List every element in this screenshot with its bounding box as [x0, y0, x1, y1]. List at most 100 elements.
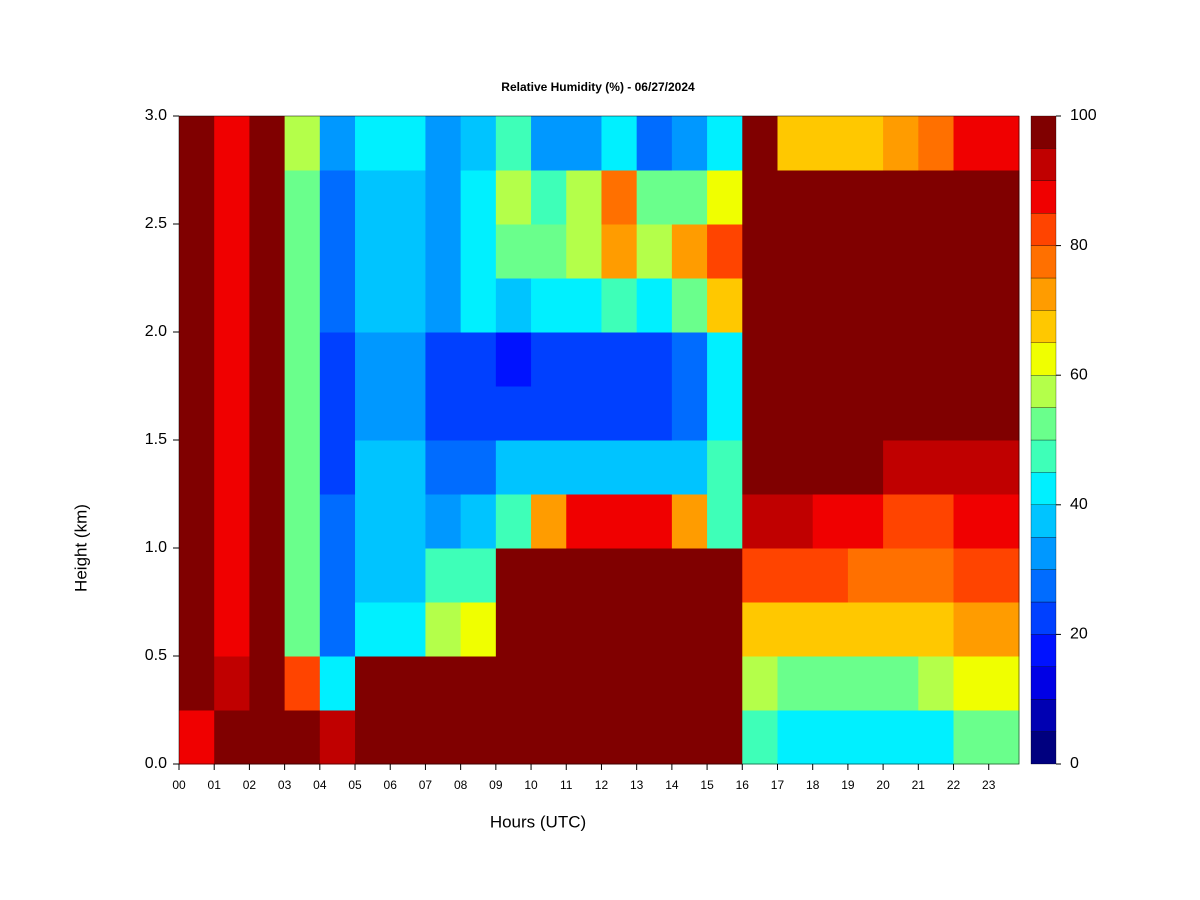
- heatmap-cell: [249, 170, 286, 225]
- heatmap-cell: [707, 710, 743, 765]
- heatmap-cell: [179, 332, 215, 387]
- heatmap-cell: [707, 602, 743, 657]
- heatmap-cell: [284, 602, 321, 657]
- heatmap-cell: [988, 602, 1020, 657]
- y-tick-label: 1.5: [145, 431, 167, 448]
- heatmap-cell: [390, 278, 426, 333]
- heatmap-cell: [179, 116, 215, 171]
- heatmap-cell: [953, 548, 990, 603]
- heatmap-cell: [847, 332, 884, 387]
- heatmap-cell: [671, 386, 708, 441]
- heatmap-cell: [847, 494, 884, 549]
- heatmap-cell: [319, 548, 356, 603]
- heatmap-cell: [988, 332, 1020, 387]
- heatmap-cell: [284, 116, 321, 171]
- heatmap-cell: [601, 602, 638, 657]
- heatmap-cell: [319, 386, 356, 441]
- heatmap-cell: [319, 710, 356, 765]
- heatmap-cell: [531, 116, 567, 171]
- heatmap-cell: [671, 440, 708, 495]
- heatmap-cell: [918, 440, 955, 495]
- heatmap-cell: [742, 494, 778, 549]
- heatmap-cell: [249, 656, 286, 711]
- heatmap-cell: [179, 710, 215, 765]
- colorbar-band: [1030, 115, 1057, 149]
- heatmap-cell: [179, 602, 215, 657]
- heatmap-cell: [495, 548, 532, 603]
- heatmap-cell: [988, 710, 1020, 765]
- heatmap-cell: [847, 116, 884, 171]
- heatmap-cell: [319, 170, 356, 225]
- colorbar-band: [1030, 342, 1057, 376]
- heatmap-cell: [707, 170, 743, 225]
- heatmap-cell: [249, 602, 286, 657]
- colorbar-band: [1030, 699, 1057, 732]
- colorbar-band: [1030, 504, 1057, 538]
- x-tick-label: 16: [736, 778, 750, 792]
- heatmap-cell: [883, 332, 919, 387]
- heatmap-cell: [918, 710, 955, 765]
- heatmap-cell: [601, 656, 638, 711]
- heatmap-cell: [460, 332, 497, 387]
- heatmap-cell: [355, 710, 391, 765]
- heatmap-cell: [566, 548, 602, 603]
- heatmap-cell: [284, 170, 321, 225]
- heatmap-cell: [918, 494, 955, 549]
- x-tick-label: 09: [489, 778, 503, 792]
- heatmap-cell: [707, 224, 743, 279]
- heatmap-cell: [742, 602, 778, 657]
- heatmap-cell: [460, 440, 497, 495]
- heatmap-cell: [883, 224, 919, 279]
- heatmap-cell: [601, 548, 638, 603]
- heatmap-cell: [214, 224, 250, 279]
- x-tick-label: 14: [665, 778, 679, 792]
- heatmap-cell: [531, 656, 567, 711]
- heatmap-cell: [812, 710, 849, 765]
- heatmap-cell: [847, 386, 884, 441]
- colorbar-band: [1030, 569, 1057, 603]
- heatmap-cell: [495, 278, 532, 333]
- heatmap-cell: [249, 710, 286, 765]
- y-tick-label: 2.0: [145, 323, 167, 340]
- heatmap-cell: [214, 170, 250, 225]
- heatmap-cell: [847, 656, 884, 711]
- heatmap-cell: [214, 332, 250, 387]
- heatmap-cell: [249, 332, 286, 387]
- heatmap-cell: [636, 224, 673, 279]
- y-axis-label: Height (km): [71, 504, 90, 592]
- heatmap-cell: [284, 386, 321, 441]
- heatmap-cell: [566, 170, 602, 225]
- heatmap-cell: [918, 170, 955, 225]
- heatmap-cell: [355, 440, 391, 495]
- heatmap-cell: [847, 278, 884, 333]
- heatmap-cell: [601, 170, 638, 225]
- heatmap-cell: [601, 332, 638, 387]
- heatmap-cell: [812, 332, 849, 387]
- heatmap-cell: [812, 386, 849, 441]
- heatmap-cell: [953, 170, 990, 225]
- heatmap-cell: [918, 278, 955, 333]
- colorbar-band: [1030, 472, 1057, 505]
- chart-title: Relative Humidity (%) - 06/27/2024: [501, 80, 695, 94]
- heatmap-cell: [671, 278, 708, 333]
- heatmap-cell: [249, 548, 286, 603]
- heatmap-cell: [425, 278, 462, 333]
- heatmap-cell: [671, 332, 708, 387]
- heatmap-cell: [566, 278, 602, 333]
- heatmap-cell: [953, 116, 990, 171]
- heatmap-cell: [425, 494, 462, 549]
- heatmap-cell: [249, 494, 286, 549]
- heatmap-cell: [460, 710, 497, 765]
- heatmap-cell: [601, 386, 638, 441]
- x-tick-label: 08: [454, 778, 468, 792]
- heatmap-cell: [460, 116, 497, 171]
- x-tick-label: 19: [841, 778, 855, 792]
- heatmap-cell: [847, 440, 884, 495]
- heatmap-cell: [847, 224, 884, 279]
- heatmap-cell: [566, 440, 602, 495]
- heatmap-cell: [566, 332, 602, 387]
- heatmap-cell: [531, 386, 567, 441]
- heatmap-cell: [460, 170, 497, 225]
- x-tick-label: 05: [348, 778, 362, 792]
- heatmap-cell: [636, 116, 673, 171]
